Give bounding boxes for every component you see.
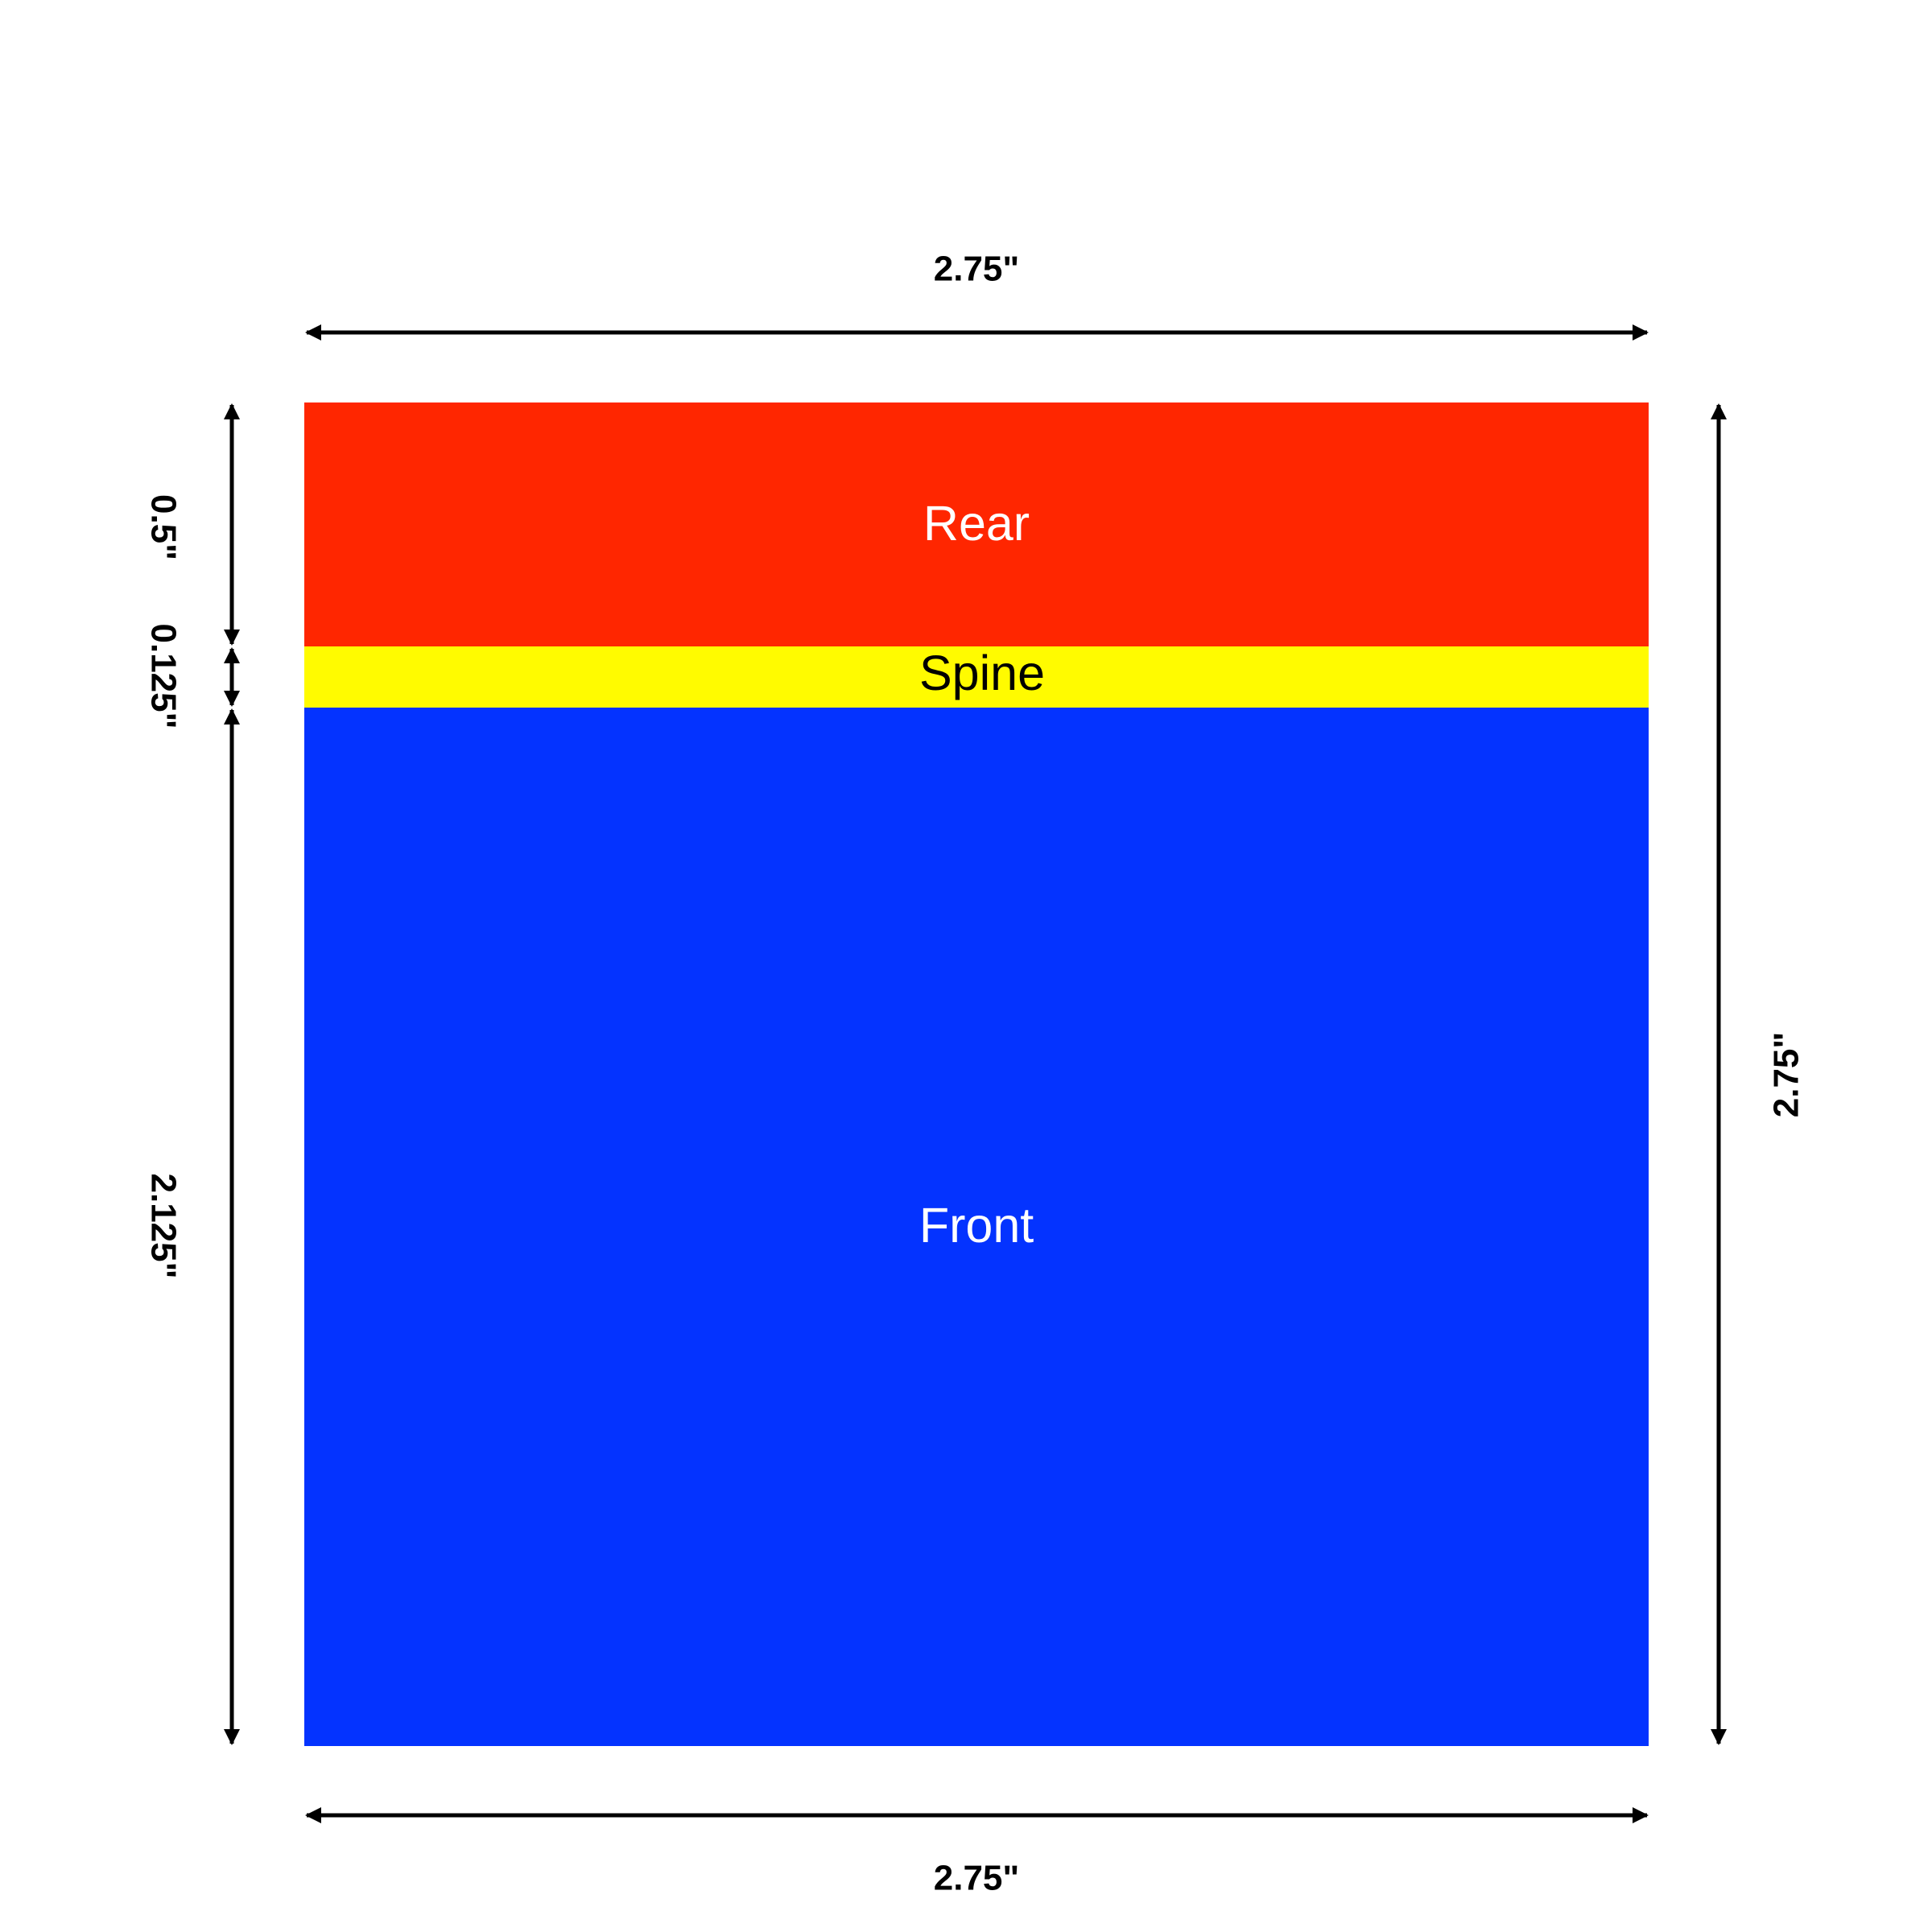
spine-panel [304,646,1649,708]
spine-height-label: 0.125" [143,624,183,729]
front-panel [304,708,1649,1746]
front-height-label: 2.125" [143,1174,183,1279]
rear-panel [304,402,1649,646]
rear-label: Rear [923,496,1030,551]
front-label: Front [919,1198,1034,1253]
right-height-label: 2.75" [1767,1032,1806,1118]
top-width-label: 2.75" [934,250,1020,289]
spine-label: Spine [919,646,1045,700]
bottom-width-label: 2.75" [934,1859,1020,1898]
rear-height-label: 0.5" [143,494,183,560]
